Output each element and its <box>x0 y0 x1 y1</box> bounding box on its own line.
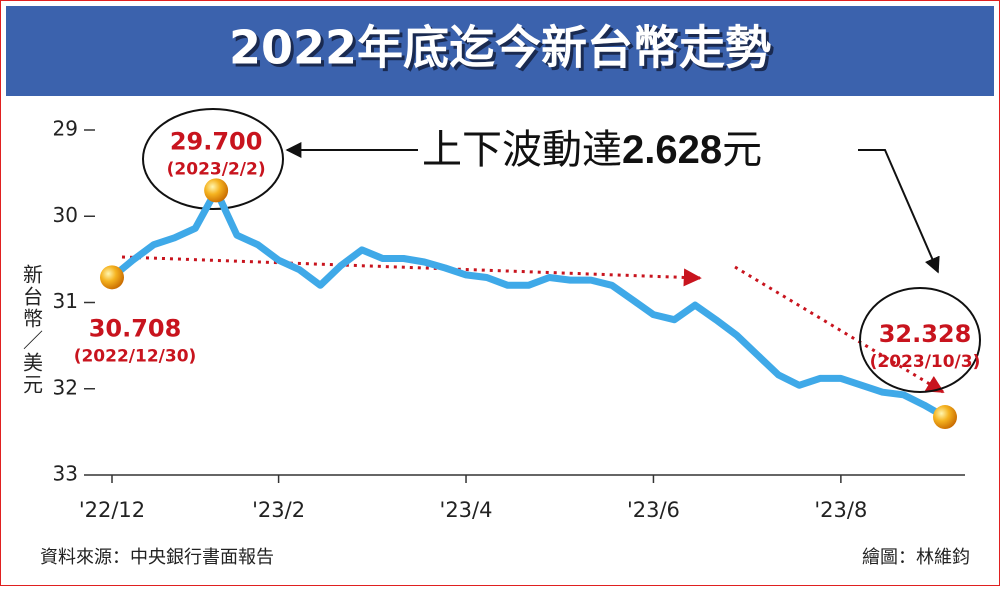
point-marker <box>100 265 124 290</box>
trend-arrow <box>734 265 945 394</box>
annotation-amount: 2.628 <box>622 128 722 172</box>
y-tick-label: 29 <box>53 117 78 141</box>
annotation-prefix: 上下波動達 <box>422 127 622 173</box>
y-axis-label: 新台幣／美元 <box>20 264 44 396</box>
credit: 繪圖：林維鈞 <box>862 547 970 568</box>
y-tick-label: 32 <box>53 375 78 399</box>
date-label: (2022/12/30) <box>74 346 197 366</box>
x-tick-label: '23/6 <box>627 498 680 522</box>
highlight-circle <box>142 108 284 210</box>
date-label: (2023/10/3) <box>870 352 981 372</box>
title-banner <box>6 6 994 96</box>
source: 資料來源：中央銀行書面報告 <box>40 547 274 568</box>
annotation: 上下波動達2.628元 <box>422 127 762 173</box>
chart-title: 2022年底迄今新台幣走勢 <box>229 21 771 75</box>
data-line <box>108 186 949 421</box>
y-tick-label: 30 <box>53 203 78 227</box>
date-label: (2023/2/2) <box>167 159 266 179</box>
x-tick-label: '22/12 <box>79 498 145 522</box>
annotation-suffix: 元 <box>722 127 762 173</box>
highlight-circle <box>859 287 981 393</box>
y-tick-label: 33 <box>53 462 78 486</box>
title-shadow: 2022年底迄今新台幣走勢 <box>232 24 774 78</box>
y-tick-label: 31 <box>53 289 78 313</box>
value-label: 32.328 <box>879 320 972 348</box>
value-label: 30.708 <box>89 314 182 342</box>
x-tick-label: '23/2 <box>252 498 305 522</box>
point-marker <box>204 178 229 203</box>
x-tick-label: '23/8 <box>814 498 867 522</box>
x-tick-label: '23/4 <box>440 498 493 522</box>
trend-arrow <box>121 255 702 287</box>
value-label: 29.700 <box>170 127 263 155</box>
pointer-arrow <box>858 149 940 274</box>
point-marker <box>933 405 957 430</box>
